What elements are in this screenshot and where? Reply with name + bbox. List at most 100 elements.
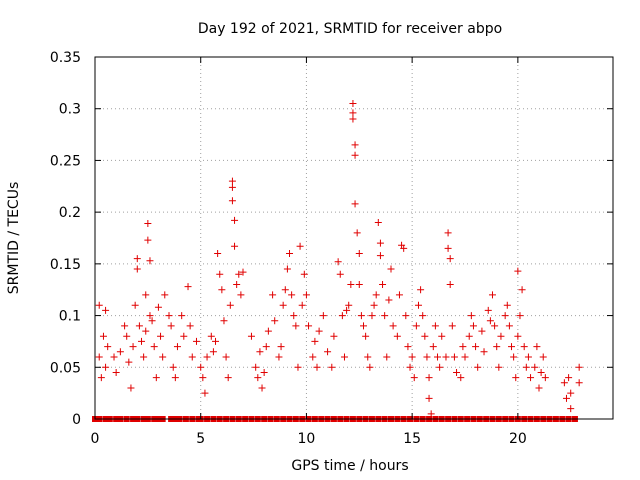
data-point (478, 327, 486, 335)
data-point (271, 317, 279, 325)
data-point (334, 258, 342, 266)
data-point (127, 384, 135, 392)
data-point (131, 301, 139, 309)
data-point (461, 353, 469, 361)
data-point (262, 343, 270, 351)
y-tick-label: 0.3 (59, 102, 81, 118)
x-tick-label: 10 (298, 431, 316, 447)
data-point (231, 216, 239, 224)
data-point (376, 252, 384, 260)
data-point (518, 286, 526, 294)
data-point (178, 312, 186, 320)
data-point (97, 374, 105, 382)
data-point (247, 332, 255, 340)
data-point (370, 301, 378, 309)
data-point (340, 353, 348, 361)
data-point (142, 327, 150, 335)
data-point (402, 312, 410, 320)
data-point (446, 281, 454, 289)
data-point (429, 343, 437, 351)
data-point (453, 368, 461, 376)
axis-ticks: 0 0.05 0.1 0.15 0.2 0.25 0.3 0.35 0 5 10 15 20 (50, 50, 613, 447)
data-point (575, 379, 583, 387)
data-point (159, 353, 167, 361)
data-point (395, 291, 403, 299)
data-point (347, 281, 355, 289)
data-point (311, 337, 319, 345)
data-point (330, 332, 338, 340)
data-point (383, 353, 391, 361)
data-point (404, 343, 412, 351)
data-point (233, 281, 241, 289)
data-point (275, 353, 283, 361)
data-point (560, 379, 568, 387)
data-point (372, 291, 380, 299)
data-point (343, 306, 351, 314)
data-point (364, 353, 372, 361)
data-point (167, 322, 175, 330)
data-point (254, 374, 262, 382)
data-point (425, 374, 433, 382)
data-point (457, 374, 465, 382)
data-point (355, 281, 363, 289)
data-point (290, 312, 298, 320)
data-point (292, 322, 300, 330)
data-point (450, 353, 458, 361)
data-point (222, 353, 230, 361)
data-point (309, 353, 317, 361)
data-point (277, 343, 285, 351)
data-point (214, 250, 222, 258)
grid-lines (95, 57, 613, 419)
data-point (228, 183, 236, 191)
data-point (567, 405, 575, 413)
data-point (142, 291, 150, 299)
data-point (235, 270, 243, 278)
data-point (406, 363, 414, 371)
y-tick-label: 0.2 (59, 205, 81, 221)
data-point (102, 363, 110, 371)
data-point (474, 363, 482, 371)
data-point (226, 301, 234, 309)
data-point (180, 332, 188, 340)
data-point (423, 353, 431, 361)
data-point (393, 332, 401, 340)
data-point (173, 343, 181, 351)
data-point (465, 332, 473, 340)
data-point (362, 332, 370, 340)
data-point (531, 363, 539, 371)
data-point (514, 267, 522, 275)
data-point (520, 343, 528, 351)
data-point (385, 296, 393, 304)
data-point (203, 353, 211, 361)
data-point (480, 348, 488, 356)
data-point (360, 322, 368, 330)
x-tick-label: 5 (196, 431, 205, 447)
data-point (336, 270, 344, 278)
data-point (298, 301, 306, 309)
data-point (425, 394, 433, 402)
data-point (95, 353, 103, 361)
data-point (434, 353, 442, 361)
data-point (133, 255, 141, 263)
data-point (345, 301, 353, 309)
data-point (279, 301, 287, 309)
data-point (188, 353, 196, 361)
data-point (539, 353, 547, 361)
data-point (102, 306, 110, 314)
data-point (148, 317, 156, 325)
data-point (171, 374, 179, 382)
data-point (264, 327, 272, 335)
data-point (116, 348, 124, 356)
data-point (488, 291, 496, 299)
data-point (355, 250, 363, 258)
y-tick-label: 0.05 (50, 360, 81, 376)
data-point (140, 353, 148, 361)
data-point (228, 177, 236, 185)
data-point (537, 368, 545, 376)
data-point (351, 200, 359, 208)
data-point (157, 332, 165, 340)
data-point (99, 332, 107, 340)
data-point (512, 374, 520, 382)
data-point (258, 384, 266, 392)
data-point (527, 374, 535, 382)
